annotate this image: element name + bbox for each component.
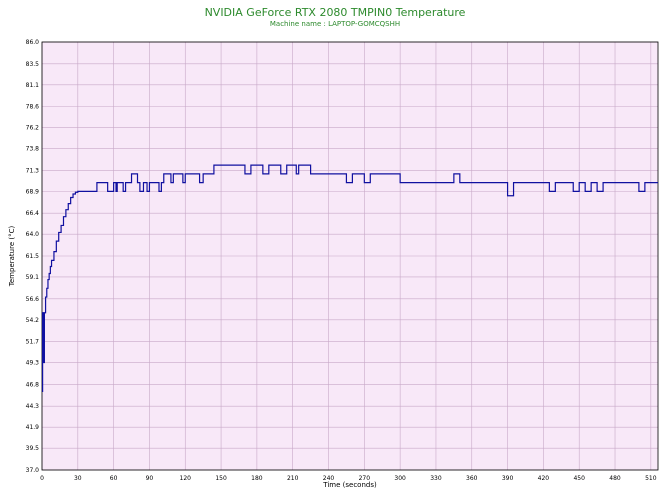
x-tick-label: 30 xyxy=(74,475,82,482)
y-tick-label: 37.0 xyxy=(26,467,40,474)
x-tick-label: 90 xyxy=(146,475,154,482)
y-tick-label: 59.1 xyxy=(26,274,40,281)
x-tick-label: 360 xyxy=(466,475,478,482)
x-tick-label: 270 xyxy=(359,475,371,482)
x-tick-label: 120 xyxy=(180,475,192,482)
x-tick-label: 330 xyxy=(430,475,442,482)
y-tick-label: 56.6 xyxy=(26,296,40,303)
x-tick-label: 210 xyxy=(287,475,299,482)
y-tick-label: 49.3 xyxy=(26,360,40,367)
chart-subtitle: Machine name : LAPTOP-GOMCQSHH xyxy=(269,20,401,28)
y-tick-label: 86.0 xyxy=(26,39,40,46)
y-tick-label: 51.7 xyxy=(26,339,40,346)
plot-border xyxy=(41,41,659,471)
x-tick-label: 450 xyxy=(573,475,585,482)
y-tick-label: 61.5 xyxy=(26,253,40,260)
y-tick-label: 54.2 xyxy=(26,317,40,324)
x-tick-label: 480 xyxy=(609,475,621,482)
y-tick-label: 68.9 xyxy=(26,188,40,195)
y-tick-label: 39.5 xyxy=(26,445,40,452)
x-tick-label: 510 xyxy=(645,475,657,482)
x-axis-label: Time (seconds) xyxy=(323,481,377,489)
y-tick-label: 46.8 xyxy=(26,381,40,388)
y-tick-label: 76.2 xyxy=(26,125,40,132)
y-tick-label: 83.5 xyxy=(26,61,40,68)
y-tick-label: 71.3 xyxy=(26,167,40,174)
y-tick-label: 64.0 xyxy=(26,231,40,238)
y-tick-label: 73.8 xyxy=(26,146,40,153)
x-tick-label: 180 xyxy=(251,475,263,482)
y-tick-label: 66.4 xyxy=(26,210,40,217)
x-tick-label: 420 xyxy=(538,475,550,482)
x-tick-label: 300 xyxy=(394,475,406,482)
y-tick-label: 44.3 xyxy=(26,403,40,410)
y-tick-label: 41.9 xyxy=(26,424,40,431)
y-tick-label: 81.1 xyxy=(26,82,40,89)
chart-title: NVIDIA GeForce RTX 2080 TMPIN0 Temperatu… xyxy=(204,6,466,19)
x-tick-label: 390 xyxy=(502,475,514,482)
x-tick-label: 240 xyxy=(323,475,335,482)
x-tick-label: 150 xyxy=(215,475,227,482)
x-tick-label: 0 xyxy=(40,475,44,482)
y-tick-label: 78.6 xyxy=(26,104,40,111)
x-tick-label: 60 xyxy=(110,475,118,482)
temperature-line xyxy=(42,164,658,392)
